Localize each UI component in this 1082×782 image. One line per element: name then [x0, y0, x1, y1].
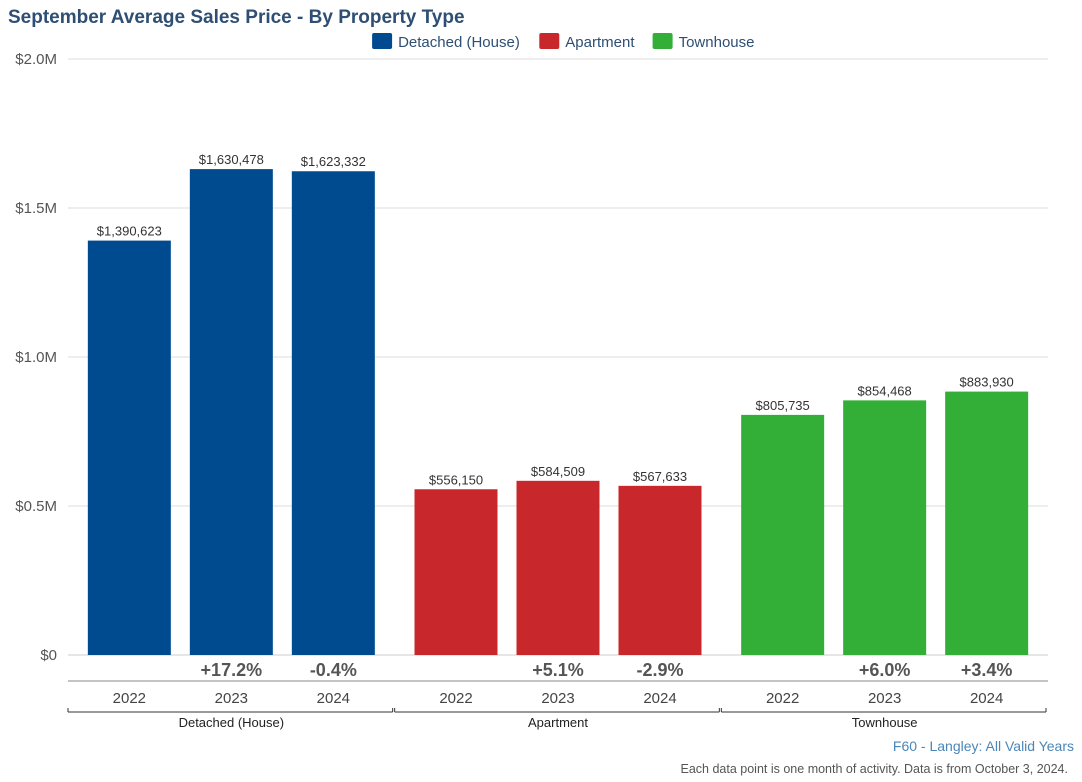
x-tick-label: 2024 — [317, 690, 350, 707]
data-label: $805,735 — [756, 398, 810, 413]
legend-label: Townhouse — [679, 34, 755, 51]
change-label: +3.4% — [961, 660, 1013, 680]
source-label: F60 - Langley: All Valid Years — [893, 738, 1074, 754]
data-label: $567,633 — [633, 469, 687, 484]
data-label: $584,509 — [531, 464, 585, 479]
data-label: $1,390,623 — [97, 224, 162, 239]
bar — [87, 240, 171, 655]
y-axis: $0 $0.5M $1.0M $1.5M $2.0M — [15, 51, 57, 664]
chart-legend: Detached (House) Apartment Townhouse — [372, 33, 754, 51]
x-tick-label: 2023 — [868, 690, 901, 707]
bar — [945, 391, 1029, 655]
y-tick-label: $0 — [40, 647, 57, 664]
bar — [843, 400, 927, 655]
x-tick-label: 2024 — [970, 690, 1003, 707]
legend-label: Apartment — [565, 34, 635, 51]
x-tick-label: 2024 — [643, 690, 676, 707]
change-label: -2.9% — [636, 660, 683, 680]
legend-swatch — [372, 33, 393, 49]
x-tick-label: 2022 — [113, 690, 146, 707]
x-tick-label: 2023 — [541, 690, 574, 707]
chart-title: September Average Sales Price - By Prope… — [8, 7, 465, 28]
change-label: +17.2% — [201, 660, 263, 680]
bar — [741, 414, 825, 655]
y-tick-label: $1.5M — [15, 200, 57, 217]
x-tick-label: 2022 — [439, 690, 472, 707]
x-axis: 2022 2023 2024 Detached (House) 2022 2023 2024… — [67, 680, 1048, 730]
bar — [516, 480, 600, 655]
change-label: +5.1% — [532, 660, 584, 680]
bars: $1,390,623 $1,630,478 +17.2% $1,623,332 -0.4… — [87, 152, 1029, 680]
group-label: Detached (House) — [179, 715, 285, 730]
change-label: -0.4% — [310, 660, 357, 680]
data-label: $1,623,332 — [301, 154, 366, 169]
footnote: Each data point is one month of activity… — [681, 762, 1068, 776]
x-tick-label: 2023 — [215, 690, 248, 707]
legend-swatch — [539, 33, 560, 49]
bar — [291, 171, 375, 655]
bar — [414, 489, 498, 655]
bar — [189, 169, 273, 655]
group-label: Townhouse — [852, 715, 918, 730]
data-label: $556,150 — [429, 472, 483, 487]
y-tick-label: $2.0M — [15, 51, 57, 68]
legend-swatch — [652, 33, 673, 49]
data-label: $1,630,478 — [199, 152, 264, 167]
group-label: Apartment — [528, 715, 588, 730]
data-label: $883,930 — [960, 375, 1014, 390]
y-tick-label: $0.5M — [15, 498, 57, 515]
y-tick-label: $1.0M — [15, 349, 57, 366]
data-label: $854,468 — [858, 383, 912, 398]
x-tick-label: 2022 — [766, 690, 799, 707]
bar — [618, 485, 702, 655]
change-label: +6.0% — [859, 660, 911, 680]
legend-label: Detached (House) — [398, 34, 520, 51]
